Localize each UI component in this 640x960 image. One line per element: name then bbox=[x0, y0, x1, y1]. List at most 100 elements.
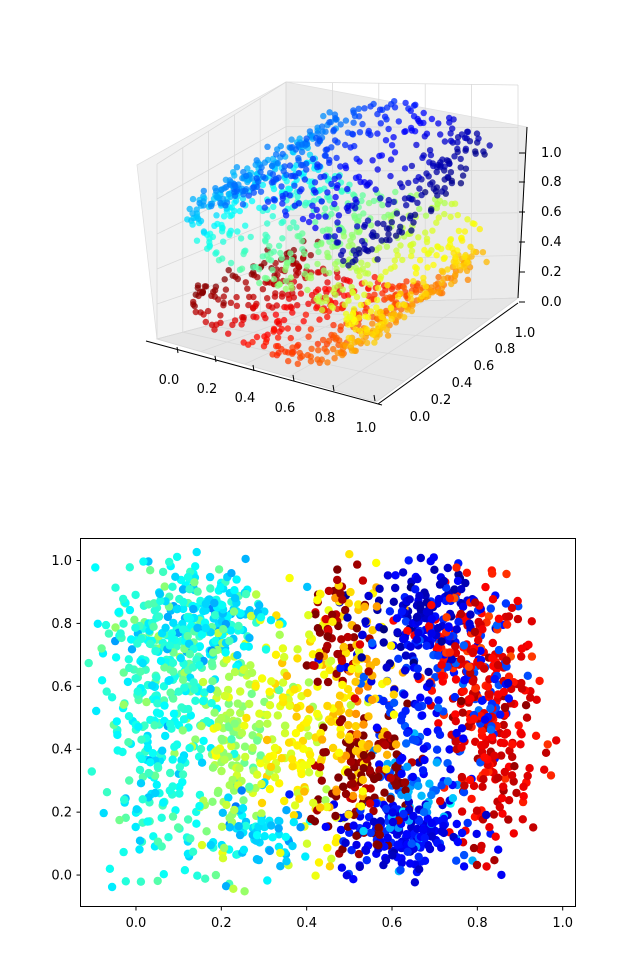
data-point bbox=[526, 693, 535, 702]
data-point bbox=[208, 763, 218, 772]
data-point bbox=[235, 764, 244, 773]
data-point bbox=[114, 608, 123, 617]
data-point bbox=[153, 699, 162, 708]
data-point bbox=[415, 591, 424, 601]
data-point bbox=[425, 679, 434, 688]
data-point-3d bbox=[373, 304, 380, 311]
data-point-3d bbox=[362, 313, 369, 320]
data-point-3d bbox=[279, 200, 286, 207]
data-point bbox=[513, 614, 523, 624]
data-point bbox=[327, 854, 336, 863]
data-point bbox=[306, 756, 316, 766]
data-point-3d bbox=[294, 193, 301, 200]
data-point-3d bbox=[377, 273, 385, 280]
data-point bbox=[275, 779, 284, 788]
data-point-3d bbox=[395, 301, 402, 309]
data-point-3d bbox=[285, 185, 292, 192]
data-point bbox=[488, 595, 498, 604]
x-tick-mark-3d bbox=[252, 364, 255, 372]
data-point-3d bbox=[248, 197, 256, 205]
data-point bbox=[280, 796, 289, 806]
data-point bbox=[217, 766, 226, 776]
data-point bbox=[337, 656, 347, 666]
data-point bbox=[337, 635, 346, 644]
data-point bbox=[131, 674, 140, 683]
data-point bbox=[193, 587, 202, 596]
data-point-3d bbox=[434, 192, 441, 199]
data-point-3d bbox=[451, 153, 458, 160]
data-point-3d bbox=[266, 243, 273, 250]
data-point bbox=[459, 788, 469, 797]
data-point bbox=[427, 832, 436, 841]
data-point bbox=[102, 788, 112, 797]
data-point-3d bbox=[340, 257, 347, 265]
data-point bbox=[119, 619, 128, 628]
data-point-3d bbox=[392, 188, 399, 196]
data-point bbox=[522, 713, 532, 722]
data-point-3d bbox=[399, 256, 406, 264]
data-point bbox=[119, 700, 128, 709]
data-point-3d bbox=[379, 201, 386, 209]
data-point-3d bbox=[314, 140, 321, 147]
data-point bbox=[467, 794, 476, 804]
data-point-3d bbox=[458, 131, 466, 138]
data-point-3d bbox=[447, 130, 454, 137]
data-point-3d bbox=[421, 133, 428, 140]
data-point-3d bbox=[314, 260, 321, 268]
data-point-3d bbox=[408, 227, 415, 234]
data-point-3d bbox=[276, 328, 283, 335]
data-point-3d bbox=[470, 248, 477, 255]
data-point-3d bbox=[461, 264, 468, 271]
data-point bbox=[350, 694, 360, 703]
data-point bbox=[225, 823, 234, 832]
data-point-3d bbox=[331, 200, 338, 208]
data-point bbox=[424, 696, 433, 705]
data-point bbox=[218, 808, 227, 817]
data-point bbox=[285, 573, 294, 583]
data-point bbox=[389, 698, 399, 707]
data-point-3d bbox=[405, 179, 412, 187]
data-point bbox=[490, 674, 499, 684]
data-point bbox=[425, 844, 435, 854]
data-point bbox=[169, 667, 178, 676]
data-point bbox=[219, 625, 228, 634]
data-point-3d bbox=[430, 261, 437, 269]
data-point bbox=[344, 599, 353, 608]
data-point-3d bbox=[446, 119, 453, 126]
data-point bbox=[313, 624, 323, 633]
data-point bbox=[509, 829, 518, 838]
data-point-3d bbox=[189, 195, 197, 203]
data-point-3d bbox=[304, 274, 312, 281]
data-point bbox=[319, 748, 328, 757]
data-point bbox=[293, 741, 302, 750]
data-point bbox=[125, 663, 134, 673]
data-point bbox=[408, 772, 418, 782]
data-point bbox=[355, 862, 364, 872]
data-point bbox=[331, 811, 340, 821]
data-point bbox=[300, 787, 309, 796]
data-point bbox=[472, 860, 482, 870]
data-point-3d bbox=[391, 149, 399, 156]
data-point bbox=[211, 610, 220, 620]
data-point bbox=[451, 710, 460, 719]
data-point-3d bbox=[213, 321, 220, 328]
data-point bbox=[351, 746, 361, 756]
data-point bbox=[514, 721, 523, 730]
data-point-3d bbox=[331, 355, 338, 362]
data-point bbox=[304, 678, 314, 687]
data-point bbox=[102, 687, 111, 696]
data-point-3d bbox=[332, 115, 339, 122]
data-point bbox=[361, 845, 370, 854]
data-point bbox=[274, 824, 283, 833]
data-point bbox=[479, 775, 488, 784]
data-point bbox=[127, 645, 137, 654]
data-point bbox=[172, 605, 182, 614]
data-point bbox=[265, 846, 275, 856]
data-point-3d bbox=[420, 109, 427, 117]
data-point-3d bbox=[394, 252, 401, 259]
data-point-3d bbox=[279, 235, 286, 242]
data-point-3d bbox=[385, 201, 392, 208]
data-point bbox=[497, 870, 506, 880]
data-point bbox=[196, 744, 206, 754]
data-point-3d bbox=[435, 214, 442, 221]
